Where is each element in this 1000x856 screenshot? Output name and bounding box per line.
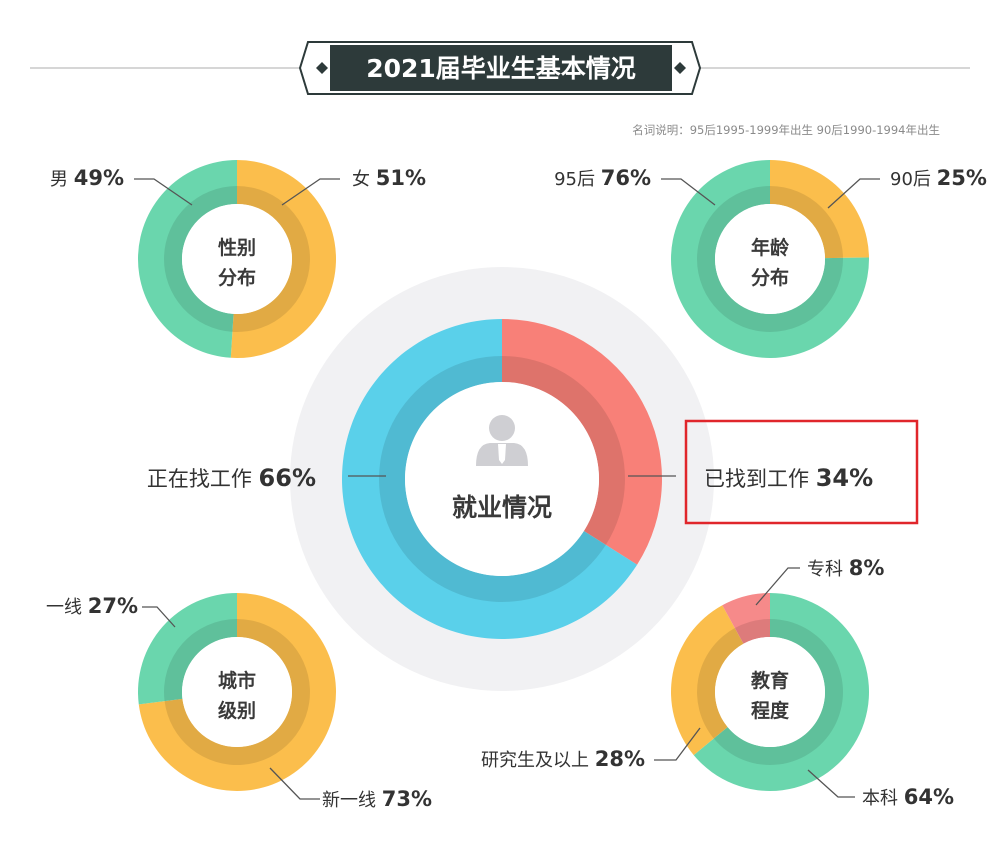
- center-label-age: 分布: [751, 266, 789, 289]
- center-label-education: 教育: [751, 669, 789, 692]
- slice-label-employment-0: 已找到工作 34%: [704, 464, 873, 492]
- slice-inner-shade-city-1: [163, 619, 237, 702]
- slice-gender-0: [230, 160, 336, 358]
- diamond-icon-right: [674, 62, 686, 74]
- person-silhouette-icon: [476, 415, 528, 466]
- center-label-age: 年龄: [751, 236, 790, 259]
- slice-percent: 27%: [88, 594, 138, 618]
- center-label-employment: 就业情况: [452, 493, 552, 522]
- slice-label-age-1: 95后 76%: [554, 166, 651, 190]
- slice-percent: 49%: [74, 166, 124, 190]
- slice-age-1: [671, 160, 869, 358]
- slice-employment-1: [342, 319, 638, 639]
- slice-label-education-1: 研究生及以上 28%: [481, 747, 645, 771]
- slice-inner-shade-age-0: [770, 186, 843, 259]
- center-label-gender: 性别: [218, 236, 256, 259]
- leader-line-education-0: [807, 769, 855, 798]
- slice-percent: 28%: [595, 747, 645, 771]
- slice-name: 研究生及以上: [481, 750, 595, 771]
- slice-age-0: [770, 160, 869, 259]
- center-label-city: 城市: [218, 669, 256, 692]
- slice-percent: 73%: [382, 787, 432, 811]
- slice-education-2: [722, 593, 770, 644]
- slice-gender-1: [137, 160, 237, 358]
- leader-line-education-2: [755, 567, 800, 606]
- center-label-education: 程度: [751, 699, 790, 722]
- slice-inner-shade-education-1: [697, 628, 744, 739]
- leader-line-city-0: [269, 767, 320, 800]
- slice-education-0: [693, 593, 869, 791]
- slice-city-1: [137, 593, 237, 705]
- donut-hole-age: [715, 204, 825, 314]
- leader-line-gender-1: [134, 178, 193, 206]
- slice-inner-shade-education-2: [734, 619, 770, 644]
- diamond-icon-left: [316, 62, 328, 74]
- slice-percent: 51%: [376, 166, 426, 190]
- person-head-shape: [489, 415, 515, 441]
- donut-hole-gender: [182, 204, 292, 314]
- slice-percent: 8%: [849, 556, 885, 580]
- highlight-box: [684, 419, 919, 525]
- slice-name: 95后: [554, 169, 601, 190]
- slice-education-1: [671, 605, 744, 756]
- leader-line-age-1: [661, 178, 716, 206]
- slice-label-education-2: 专科 8%: [807, 556, 884, 580]
- slice-inner-shade-gender-1: [164, 186, 237, 332]
- slice-name: 已找到工作: [704, 467, 816, 491]
- title-banner: 2021届毕业生基本情况: [30, 41, 970, 95]
- slice-name: 专科: [807, 559, 849, 580]
- slice-label-gender-1: 男 49%: [50, 166, 124, 190]
- slice-city-0: [138, 593, 336, 791]
- slice-percent: 34%: [816, 464, 873, 492]
- terminology-note: 名词说明：95后1995-1999年出生 90后1990-1994年出生: [632, 123, 940, 137]
- leader-line-gender-0: [281, 178, 340, 206]
- slice-percent: 76%: [601, 166, 651, 190]
- slice-inner-shade-gender-0: [232, 186, 311, 333]
- slice-label-age-0: 90后 25%: [890, 166, 987, 190]
- person-tie-shape: [498, 444, 506, 464]
- slice-label-education-0: 本科 64%: [862, 785, 954, 809]
- donut-hole-employment: [405, 382, 599, 576]
- slice-name: 正在找工作: [147, 467, 259, 491]
- slice-name: 90后: [890, 169, 937, 190]
- page-title: 2021届毕业生基本情况: [366, 54, 636, 83]
- slice-label-employment-1: 正在找工作 66%: [147, 464, 316, 492]
- slice-label-city-0: 新一线 73%: [322, 787, 432, 811]
- slice-label-gender-0: 女 51%: [352, 166, 426, 190]
- slice-percent: 66%: [259, 464, 316, 492]
- title-banner-fill: [330, 45, 672, 91]
- center-label-city: 级别: [218, 699, 256, 722]
- slice-name: 新一线: [322, 790, 382, 811]
- slice-name: 本科: [862, 788, 904, 809]
- slice-name: 男: [50, 169, 74, 190]
- donut-chart-employment: 就业情况 已找到工作 34% 正在找工作 66%: [147, 319, 873, 639]
- donut-hole-education: [715, 637, 825, 747]
- slice-employment-0: [502, 319, 663, 565]
- slice-inner-shade-employment-0: [502, 356, 625, 545]
- slice-percent: 25%: [937, 166, 987, 190]
- donut-hole-city: [182, 637, 292, 747]
- slice-name: 女: [352, 169, 376, 190]
- slice-name: 一线: [46, 597, 88, 618]
- leader-line-age-0: [827, 178, 880, 209]
- leader-line-education-1: [654, 727, 701, 761]
- slice-inner-shade-education-0: [713, 619, 844, 766]
- slice-label-city-1: 一线 27%: [46, 594, 138, 618]
- center-label-gender: 分布: [218, 266, 256, 289]
- leader-line-city-1: [142, 606, 176, 628]
- slice-percent: 64%: [904, 785, 954, 809]
